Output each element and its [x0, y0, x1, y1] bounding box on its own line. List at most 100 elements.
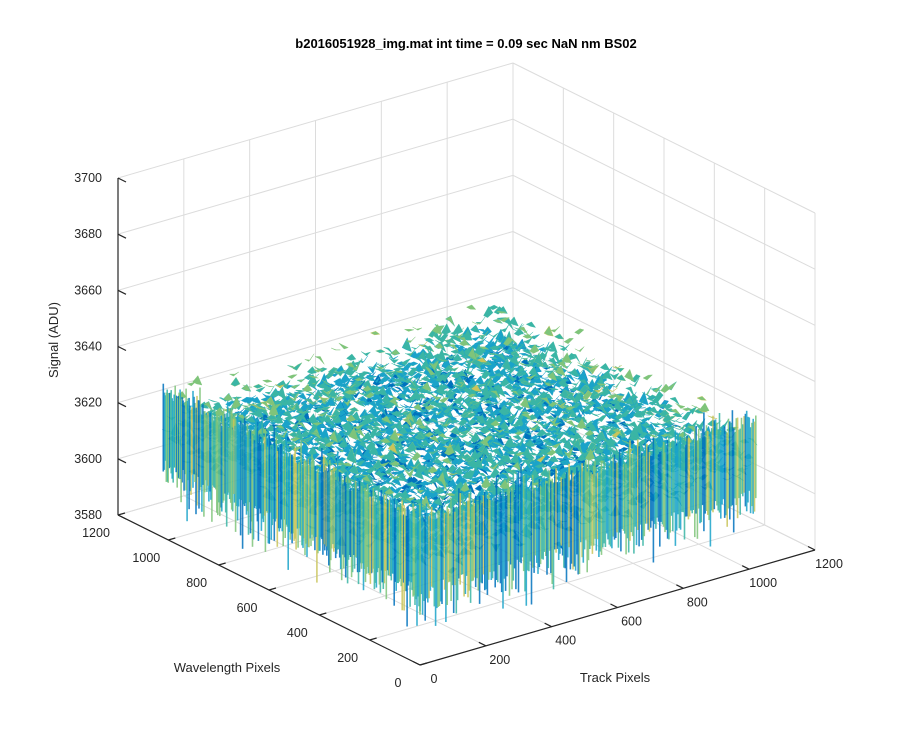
- z-tick-label: 3620: [74, 396, 102, 410]
- surface-patch: [438, 358, 448, 361]
- surface-patch: [358, 371, 369, 377]
- surface-patch: [346, 353, 357, 361]
- surface-patch: [620, 405, 631, 413]
- surface-patch: [438, 333, 449, 343]
- surface-patch: [321, 380, 332, 387]
- surface-patch: [628, 399, 639, 409]
- surface-patch: [419, 409, 429, 412]
- surface-patch: [512, 405, 524, 410]
- surface-patch: [333, 383, 344, 392]
- surface-patch: [622, 418, 632, 422]
- surface-patch: [446, 353, 457, 360]
- surface-patch: [344, 389, 355, 395]
- surface-patch: [313, 368, 324, 373]
- surface-patch: [500, 322, 511, 333]
- surface-patch: [613, 392, 624, 402]
- surface-patch: [456, 361, 467, 366]
- surface-patch: [510, 390, 521, 397]
- surface-patch: [393, 407, 404, 418]
- surface-patch: [564, 374, 575, 382]
- surface-patch: [432, 410, 443, 416]
- surface-patch: [323, 383, 333, 388]
- y-tick-label: 400: [287, 626, 308, 640]
- surface-patch: [424, 391, 434, 396]
- surface-patch: [557, 378, 568, 386]
- surface-patch: [376, 367, 386, 371]
- surface-patch: [493, 442, 503, 447]
- surface-patch: [445, 315, 455, 327]
- surface-patch: [534, 384, 546, 389]
- surface-patch: [568, 455, 579, 459]
- surface-patch: [500, 347, 510, 354]
- surface-patch: [476, 357, 488, 363]
- surface-patch: [459, 430, 470, 435]
- surface-patch: [362, 385, 373, 393]
- surface-patch: [589, 412, 599, 417]
- surface-patch: [488, 352, 498, 356]
- surface-patch: [438, 384, 449, 390]
- surface-patch: [388, 423, 400, 430]
- surface-patch: [492, 399, 502, 405]
- surface-patch: [441, 323, 451, 335]
- surface-patch: [565, 420, 577, 428]
- surface-patch: [528, 458, 538, 462]
- surface-patch: [484, 459, 494, 463]
- surface-patch: [574, 328, 585, 335]
- z-tick-mark: [117, 233, 127, 239]
- surface-patch: [521, 384, 532, 394]
- surface-patch: [453, 407, 464, 411]
- surface-patch: [636, 430, 646, 437]
- surface-patch: [230, 376, 241, 387]
- surface-patch: [468, 408, 479, 413]
- x-tick-label: 800: [687, 595, 708, 609]
- surface-patch: [292, 362, 303, 371]
- surface-patch: [597, 414, 608, 422]
- surface-patch: [675, 420, 685, 423]
- surface-patch: [563, 446, 574, 459]
- surface-patch: [572, 438, 583, 455]
- surface-patch: [421, 381, 432, 392]
- surface-patch: [606, 439, 618, 446]
- surface-patch: [488, 356, 500, 360]
- surface-patch: [624, 368, 635, 382]
- z-tick-mark: [117, 514, 127, 520]
- surface-patch: [333, 378, 344, 384]
- z-tick-label: 3700: [74, 171, 102, 185]
- surface-patch: [424, 404, 435, 411]
- surface-patch: [400, 404, 410, 409]
- surface-patch: [467, 346, 478, 362]
- surface-patch: [520, 411, 531, 415]
- surface-patch: [411, 451, 422, 462]
- surface-patch: [418, 340, 428, 347]
- surface-patch: [467, 418, 478, 426]
- surface-patch: [478, 330, 489, 338]
- surface-patch: [389, 385, 399, 392]
- surface-patch: [396, 369, 406, 377]
- surface-patch: [555, 365, 566, 376]
- surface-patch: [654, 416, 664, 420]
- z-tick-label: 3580: [74, 508, 102, 522]
- surface-patch: [496, 467, 506, 471]
- surface-patch: [354, 401, 366, 408]
- surface-patch: [289, 384, 301, 389]
- surface-patch: [378, 376, 388, 385]
- surface-patch: [516, 338, 527, 350]
- surface-patch: [451, 400, 463, 404]
- surface-patch: [498, 400, 509, 409]
- surface-patch: [403, 376, 414, 384]
- surface-patch: [394, 370, 405, 374]
- surface-patch: [451, 333, 463, 344]
- surface-patch: [442, 370, 452, 378]
- surface-patch: [576, 418, 587, 429]
- surface-patch: [400, 423, 411, 430]
- surface-patch: [390, 394, 401, 401]
- surface-patch: [452, 353, 463, 362]
- surface-patch: [600, 387, 611, 397]
- y-tick-mark: [369, 637, 377, 641]
- x-tick-mark: [741, 565, 750, 570]
- surface-patch: [524, 391, 535, 396]
- surface-patch: [548, 388, 559, 391]
- grid-layer: [117, 62, 816, 666]
- surface-patch: [369, 363, 379, 369]
- surface-patch: [611, 380, 621, 388]
